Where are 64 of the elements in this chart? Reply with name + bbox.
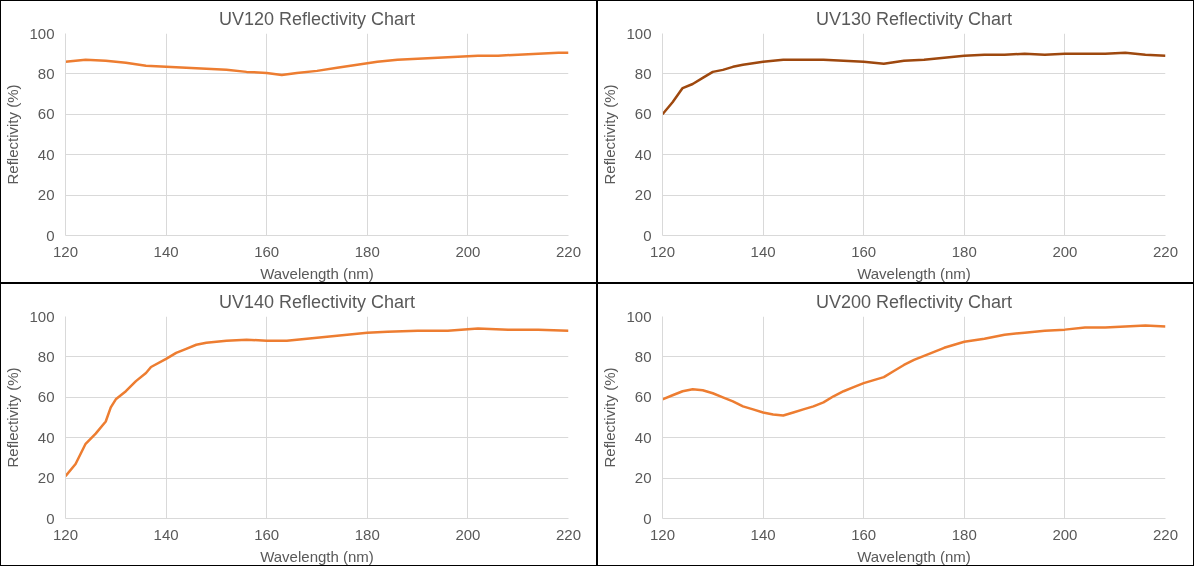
x-axis-title: Wavelength (nm): [857, 547, 971, 565]
x-tick-label: 160: [851, 242, 877, 260]
x-tick-label: 220: [555, 242, 582, 260]
y-axis-title: Reflectivity (%): [4, 84, 22, 185]
line-series: [662, 324, 1166, 417]
y-tick-label: 0: [46, 226, 55, 244]
y-tick-label: 40: [634, 145, 652, 163]
y-tick-label: 40: [634, 428, 652, 446]
x-tick-label: 160: [254, 525, 280, 543]
x-tick-label: 200: [1052, 242, 1078, 260]
y-axis-title: Reflectivity (%): [601, 84, 619, 185]
x-tick-label: 200: [455, 242, 481, 260]
x-tick-label: 220: [1152, 242, 1179, 260]
y-axis-title: Reflectivity (%): [601, 367, 619, 468]
x-tick-label: 180: [354, 525, 380, 543]
y-axis-title: Reflectivity (%): [4, 367, 22, 468]
y-tick-label: 0: [46, 509, 55, 527]
x-tick-label: 140: [153, 525, 179, 543]
x-tick-label: 220: [1152, 525, 1179, 543]
x-tick-label: 200: [455, 525, 481, 543]
chart-title: UV200 Reflectivity Chart: [815, 291, 1013, 312]
y-tick-label: 20: [634, 186, 652, 204]
x-axis-title: Wavelength (nm): [260, 264, 374, 282]
x-tick-label: 220: [555, 525, 582, 543]
y-tick-label: 80: [634, 64, 652, 82]
chart-title: UV130 Reflectivity Chart: [815, 8, 1013, 29]
x-tick-label: 120: [52, 525, 79, 543]
x-tick-label: 180: [951, 242, 977, 260]
y-tick-label: 100: [29, 24, 55, 42]
x-tick-label: 120: [649, 525, 676, 543]
y-tick-label: 100: [626, 307, 652, 325]
x-tick-label: 160: [254, 242, 280, 260]
x-tick-label: 120: [52, 242, 79, 260]
x-tick-label: 120: [649, 242, 676, 260]
x-tick-label: 200: [1052, 525, 1078, 543]
line-series: [662, 51, 1166, 116]
y-tick-label: 0: [643, 226, 652, 244]
x-tick-label: 180: [951, 525, 977, 543]
x-axis-title: Wavelength (nm): [260, 547, 374, 565]
y-tick-label: 60: [37, 388, 55, 406]
y-tick-label: 20: [634, 469, 652, 487]
x-tick-label: 140: [750, 242, 776, 260]
y-tick-label: 20: [37, 469, 55, 487]
line-series: [65, 327, 569, 478]
chart-title: UV140 Reflectivity Chart: [218, 291, 416, 312]
y-tick-label: 20: [37, 186, 55, 204]
x-axis-title: Wavelength (nm): [857, 264, 971, 282]
y-tick-label: 100: [626, 24, 652, 42]
chart-title: UV120 Reflectivity Chart: [218, 8, 416, 29]
y-tick-label: 60: [634, 105, 652, 123]
y-tick-label: 60: [37, 105, 55, 123]
y-tick-label: 60: [634, 388, 652, 406]
x-tick-label: 140: [750, 525, 776, 543]
y-tick-label: 40: [37, 145, 55, 163]
x-tick-label: 160: [851, 525, 877, 543]
y-tick-label: 80: [634, 347, 652, 365]
y-tick-label: 100: [29, 307, 55, 325]
y-tick-label: 40: [37, 428, 55, 446]
x-tick-label: 180: [354, 242, 380, 260]
line-series: [65, 51, 569, 77]
y-tick-label: 80: [37, 64, 55, 82]
y-tick-label: 80: [37, 347, 55, 365]
x-tick-label: 140: [153, 242, 179, 260]
y-tick-label: 0: [643, 509, 652, 527]
